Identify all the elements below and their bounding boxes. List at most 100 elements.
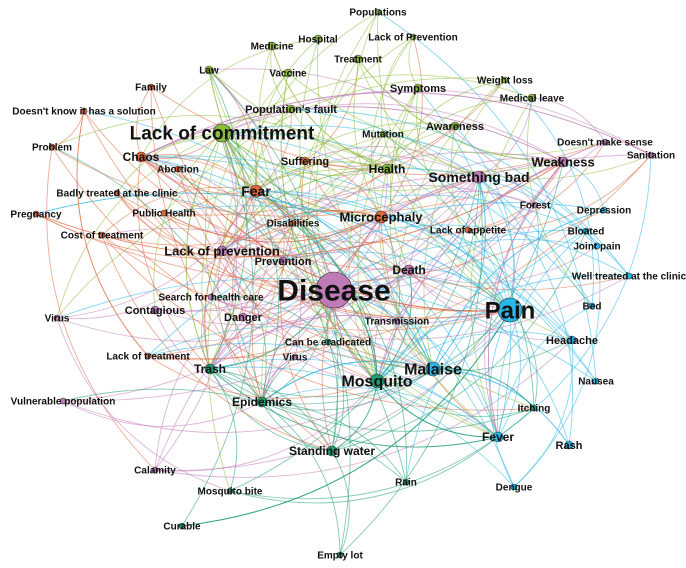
node-depression[interactable]	[600, 206, 608, 214]
edge-can-be-eradicated-search-for-health-care	[210, 295, 329, 343]
node-weight-loss[interactable]	[501, 76, 509, 84]
node-vaccine[interactable]	[283, 68, 293, 78]
node-abortion[interactable]	[174, 165, 182, 173]
node-bloated[interactable]	[582, 227, 590, 235]
node-pregnancy[interactable]	[32, 210, 40, 218]
node-rash[interactable]	[564, 440, 574, 450]
node-disabilities[interactable]	[289, 219, 297, 227]
node-label-contagious: Contagious	[125, 305, 186, 317]
node-label-bed: Bed	[583, 302, 602, 313]
node-awareness[interactable]	[450, 121, 460, 131]
node-fever[interactable]	[492, 431, 504, 443]
edge-depression-weakness	[562, 161, 605, 211]
node-epidemics[interactable]	[256, 396, 268, 408]
node-virus-left[interactable]	[53, 314, 61, 322]
edge-problem-doesnt-know	[51, 110, 85, 148]
node-something-bad[interactable]	[472, 170, 486, 184]
node-treatment[interactable]	[353, 54, 363, 64]
node-lack-of-commitment[interactable]	[212, 123, 232, 143]
edge-suffering-pain	[304, 160, 511, 311]
node-label-lack-of-commitment: Lack of commitment	[130, 124, 315, 145]
node-calamity[interactable]	[151, 466, 159, 474]
node-health[interactable]	[381, 163, 393, 175]
node-label-dengue: Dengue	[496, 483, 533, 494]
node-well-treated[interactable]	[625, 272, 633, 280]
node-pain[interactable]	[497, 297, 523, 323]
node-fear[interactable]	[249, 184, 263, 198]
edge-cost-of-treatment-standing-water	[101, 234, 333, 452]
node-family[interactable]	[147, 83, 155, 91]
node-standing-water[interactable]	[326, 445, 338, 457]
node-malaise[interactable]	[425, 361, 441, 377]
node-death[interactable]	[403, 264, 415, 276]
node-label-joint-pain: Joint pain	[573, 242, 620, 253]
edge-forest-fever	[484, 204, 536, 438]
node-medicine[interactable]	[267, 41, 277, 51]
node-nausea[interactable]	[592, 377, 600, 385]
node-dengue[interactable]	[510, 483, 518, 491]
edge-problem-calamity	[46, 146, 156, 471]
node-badly-treated[interactable]	[113, 189, 121, 197]
node-doesnt-know[interactable]	[80, 107, 88, 115]
node-disease[interactable]	[315, 271, 353, 309]
node-lack-of-appetite[interactable]	[464, 226, 472, 234]
node-symptoms[interactable]	[413, 83, 423, 93]
node-doesnt-make-sense[interactable]	[601, 138, 609, 146]
node-hospital[interactable]	[313, 34, 323, 44]
node-label-badly-treated: Badly treated at the clinic	[56, 189, 178, 200]
node-search-for-health-care[interactable]	[207, 293, 215, 301]
edge-headache-microcephaly	[380, 216, 573, 341]
node-label-health: Health	[369, 162, 406, 176]
node-virus-center[interactable]	[291, 353, 299, 361]
edge-mosquito-fever	[376, 380, 499, 438]
node-danger[interactable]	[238, 312, 248, 322]
edge-bloated-rain	[405, 230, 587, 483]
node-sanitation[interactable]	[647, 151, 655, 159]
node-problem[interactable]	[48, 143, 56, 151]
node-prevention[interactable]	[278, 256, 288, 266]
node-joint-pain[interactable]	[593, 242, 601, 250]
edge-badly-treated-disease	[116, 192, 335, 291]
node-curable[interactable]	[178, 522, 186, 530]
node-mosquito-bite[interactable]	[226, 487, 234, 495]
edge-nausea-populations	[377, 11, 597, 382]
node-label-fever: Fever	[482, 430, 514, 444]
node-rain[interactable]	[402, 478, 410, 486]
edge-bloated-fever	[497, 230, 587, 438]
edge-sanitation-lack-of-commitment	[221, 89, 652, 156]
edge-rash-something-bad	[478, 176, 574, 446]
node-weakness[interactable]	[557, 156, 569, 168]
edge-virus-center-malaise	[294, 356, 434, 382]
node-label-law: Law	[199, 66, 219, 77]
node-empty-lot[interactable]	[336, 551, 344, 559]
node-lack-of-prevention[interactable]	[216, 245, 228, 257]
node-populations[interactable]	[374, 8, 382, 16]
node-itching[interactable]	[530, 404, 538, 412]
node-medical-leave[interactable]	[527, 93, 537, 103]
node-cost-of-treatment[interactable]	[98, 231, 106, 239]
edge-fever-disease	[333, 289, 499, 438]
edge-treatment-disease	[315, 58, 359, 291]
node-forest[interactable]	[531, 201, 539, 209]
node-headache[interactable]	[567, 335, 577, 345]
edge-badly-treated-pain	[116, 192, 511, 319]
node-mutation[interactable]	[379, 130, 387, 138]
node-can-be-eradicated[interactable]	[324, 338, 332, 346]
node-transmission[interactable]	[393, 317, 401, 325]
node-vulnerable-population[interactable]	[59, 397, 67, 405]
node-chaos[interactable]	[135, 151, 147, 163]
node-lack-of-prevention-2[interactable]	[409, 33, 417, 41]
node-contagious[interactable]	[150, 305, 160, 315]
node-trash[interactable]	[204, 363, 216, 375]
edge-doesnt-know-malaise	[83, 110, 434, 370]
node-suffering[interactable]	[300, 156, 310, 166]
node-bed[interactable]	[588, 302, 596, 310]
edge-curable-lack-of-commitment	[181, 132, 254, 527]
node-mosquito[interactable]	[369, 373, 385, 389]
node-lack-of-treatment[interactable]	[144, 352, 152, 360]
node-public-health[interactable]	[160, 209, 168, 217]
node-law[interactable]	[204, 65, 214, 75]
edge-joint-pain-trash	[209, 239, 598, 370]
node-populations-fault[interactable]	[286, 104, 296, 114]
node-microcephaly[interactable]	[374, 210, 388, 224]
